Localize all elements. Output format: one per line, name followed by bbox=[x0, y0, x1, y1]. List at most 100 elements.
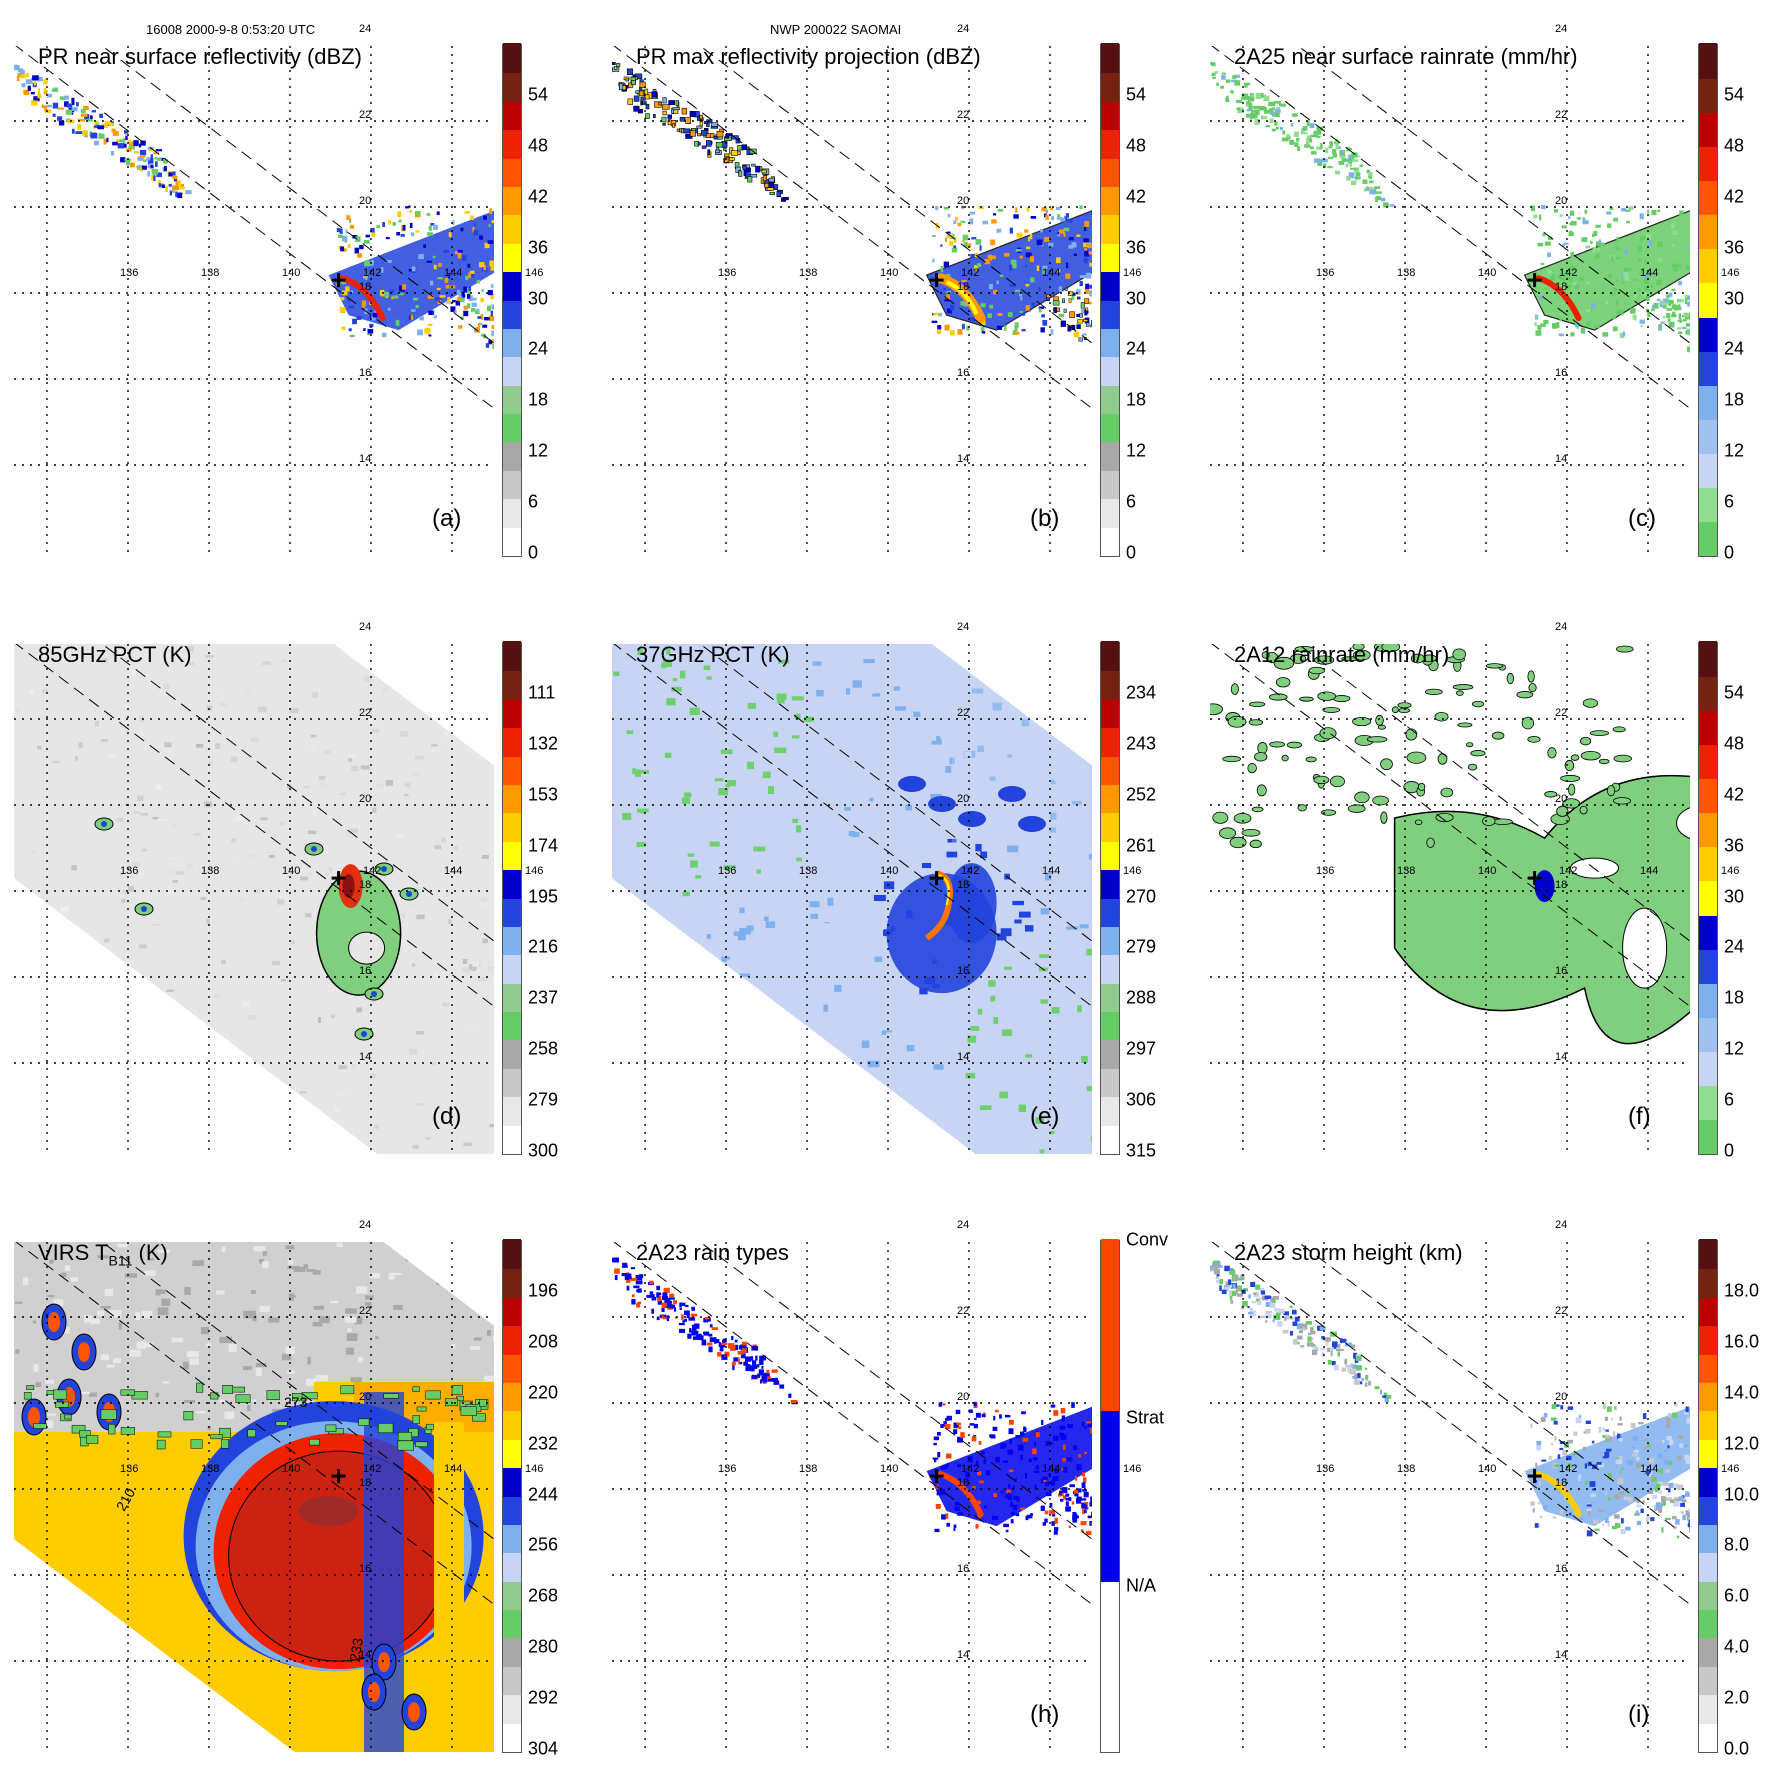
colorbar-segment bbox=[1101, 641, 1119, 672]
colorbar-tick-label: 10.0 bbox=[1724, 1484, 1760, 1504]
colorbar-segment bbox=[1101, 1095, 1119, 1126]
colorbar-segment bbox=[1101, 896, 1119, 927]
colorbar-tick-label: 315 bbox=[1126, 1140, 1157, 1161]
colorbar-segment bbox=[1101, 270, 1119, 301]
colorbar-tick-label: 256 bbox=[528, 1534, 559, 1555]
longitude-label: 138 bbox=[201, 1463, 220, 1476]
colorbar-segment bbox=[1101, 698, 1119, 729]
latitude-label: 14 bbox=[1555, 1649, 1568, 1661]
colorbar-tick-label: 24 bbox=[1724, 936, 1745, 957]
longitude-label: 146 bbox=[1123, 267, 1142, 280]
colorbar-segment bbox=[1101, 526, 1119, 556]
colorbar-segment bbox=[1699, 1239, 1717, 1270]
latitude-label: 18 bbox=[957, 879, 970, 891]
colorbar-segment bbox=[1699, 879, 1717, 916]
latitude-label: 18 bbox=[957, 281, 970, 293]
colorbar-segment bbox=[1699, 1608, 1717, 1639]
map-area bbox=[612, 1242, 1092, 1752]
colorbar-segment bbox=[503, 242, 521, 273]
latitude-label: 18 bbox=[359, 281, 372, 293]
panel-title: 2A23 storm height (km) bbox=[1234, 1240, 1463, 1265]
latitude-label: 14 bbox=[957, 453, 970, 465]
colorbar-tick-label: 280 bbox=[528, 1636, 559, 1657]
latitude-label: 24 bbox=[957, 23, 970, 35]
map-area bbox=[14, 46, 494, 556]
colorbar-tick-label: Strat bbox=[1126, 1407, 1165, 1428]
colorbar-tick-label: 268 bbox=[528, 1585, 559, 1606]
latitude-label: 16 bbox=[359, 965, 372, 977]
longitude-label: 140 bbox=[282, 1463, 301, 1476]
graticule bbox=[14, 644, 494, 1154]
longitude-label: 142 bbox=[363, 267, 382, 280]
colorbar-segment bbox=[1101, 497, 1119, 528]
colorbar-segment bbox=[1699, 1665, 1717, 1696]
colorbar-segment bbox=[1699, 1381, 1717, 1412]
colorbar bbox=[1698, 43, 1718, 557]
colorbar-segment bbox=[1101, 840, 1119, 871]
colorbar-tick-label: 14.0 bbox=[1724, 1382, 1760, 1403]
colorbar-tick-label: 270 bbox=[1126, 886, 1157, 906]
colorbar-tick-label: 244 bbox=[528, 1484, 559, 1504]
colorbar-tick-label: 12.0 bbox=[1724, 1433, 1760, 1454]
colorbar-tick-label: 18 bbox=[1724, 389, 1745, 410]
colorbar-segment bbox=[503, 1665, 521, 1696]
storm-center-marker bbox=[1527, 1469, 1542, 1484]
colorbar-segment bbox=[503, 43, 521, 74]
colorbar-segment bbox=[1699, 1324, 1717, 1355]
colorbar-segment bbox=[1101, 1124, 1119, 1154]
colorbar-segment bbox=[1101, 242, 1119, 273]
longitude-label: 140 bbox=[1478, 865, 1497, 878]
panel-e: 136 138 140 142 144 146 24 22 20 18 16 14 37GHz PCT … bbox=[598, 598, 1156, 1161]
longitude-label: 138 bbox=[799, 1463, 818, 1476]
swath-edges bbox=[1211, 46, 1690, 409]
panel-letter: (i) bbox=[1628, 1701, 1650, 1728]
storm-center-marker bbox=[929, 1469, 944, 1484]
latitude-label: 16 bbox=[1555, 1563, 1568, 1575]
latitude-label: 24 bbox=[1555, 1219, 1568, 1231]
colorbar-segment bbox=[503, 469, 521, 500]
colorbar-segment bbox=[1699, 350, 1717, 386]
colorbar-segment bbox=[1699, 486, 1717, 522]
longitude-label: 144 bbox=[1042, 1463, 1061, 1476]
contour-label: 233 bbox=[346, 1637, 366, 1663]
colorbar-segment bbox=[1101, 384, 1119, 415]
colorbar-tick-label: 6 bbox=[528, 491, 539, 512]
latitude-label: 24 bbox=[1555, 621, 1568, 633]
colorbar-segment bbox=[503, 1267, 521, 1298]
longitude-label: 144 bbox=[1042, 267, 1061, 280]
colorbar-tick-label: 304 bbox=[528, 1738, 559, 1759]
graticule bbox=[14, 1242, 494, 1752]
longitude-label: 142 bbox=[1559, 267, 1578, 280]
colorbar-segment bbox=[1699, 520, 1717, 556]
colorbar-tick-label: 111 bbox=[528, 682, 556, 703]
map-image bbox=[1210, 46, 1690, 556]
colorbar-tick-label: 195 bbox=[528, 886, 559, 906]
panel-title: 37GHz PCT (K) bbox=[636, 642, 790, 667]
map-image bbox=[1210, 644, 1690, 1154]
colorbar-tick-label: 54 bbox=[1126, 84, 1147, 105]
colorbar-segment bbox=[503, 698, 521, 729]
colorbar-segment bbox=[1699, 709, 1717, 746]
graticule bbox=[1210, 1242, 1690, 1752]
latitude-label: 20 bbox=[1555, 1391, 1568, 1403]
colorbar-segment bbox=[1699, 384, 1717, 420]
colorbar bbox=[502, 1239, 522, 1753]
graticule bbox=[612, 644, 1092, 1154]
colorbar-segment bbox=[503, 1038, 521, 1069]
colorbar-segment bbox=[1101, 1580, 1119, 1752]
colorbar-segment bbox=[503, 1523, 521, 1554]
colorbar-tick-label: 36 bbox=[1126, 237, 1147, 258]
colorbar-segment bbox=[1699, 77, 1717, 114]
colorbar-tick-label: 12 bbox=[528, 440, 549, 461]
latitude-label: 20 bbox=[359, 793, 372, 805]
panel-letter: (b) bbox=[1030, 505, 1060, 532]
colorbar-segment bbox=[503, 1438, 521, 1469]
map-image bbox=[14, 644, 494, 1154]
graticule bbox=[612, 1242, 1092, 1752]
colorbar-tick-label: 54 bbox=[1724, 682, 1745, 703]
colorbar-segment bbox=[1101, 669, 1119, 700]
colorbar-segment bbox=[503, 1010, 521, 1041]
colorbar-tick-label: 288 bbox=[1126, 987, 1157, 1008]
colorbar-tick-label: 237 bbox=[528, 987, 559, 1008]
colorbar-segment bbox=[1699, 1466, 1717, 1497]
